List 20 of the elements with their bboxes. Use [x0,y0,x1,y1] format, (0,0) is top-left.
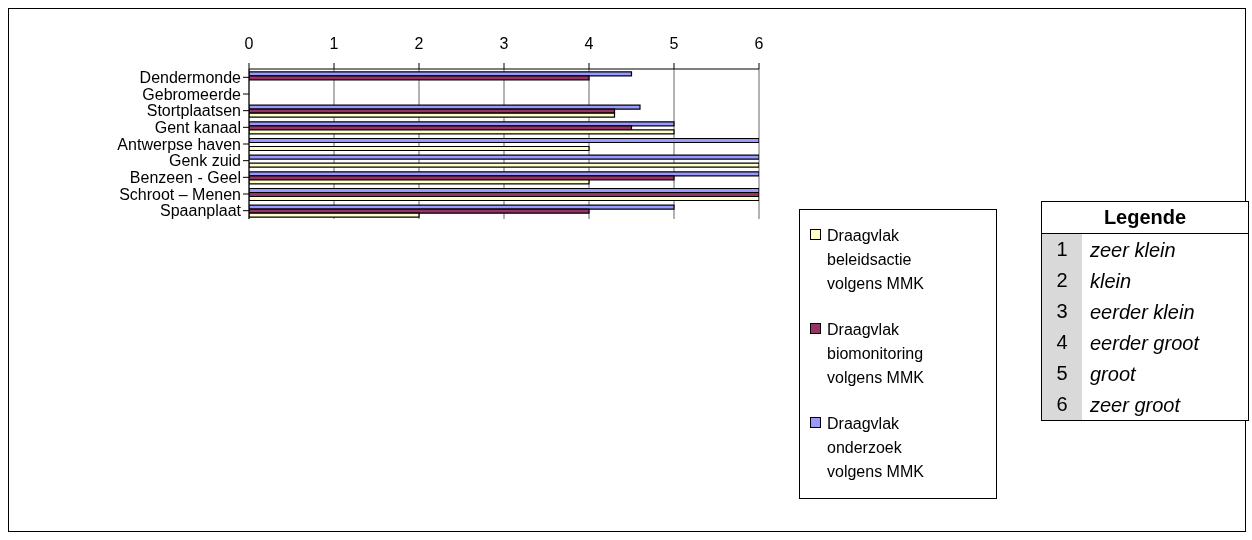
y-tick-label: Gent kanaal [154,119,241,137]
y-tick-label: Antwerpse haven [117,135,241,153]
x-tick-label: 5 [669,35,679,52]
y-tick-label: Stortplaatsen [146,102,241,120]
y-tick-label: Dendermonde [139,69,242,87]
key-table: Legende 1 zeer klein 2 klein 3 eerder klein 4 eerder groot 5 groot 6 zeer groot [1041,201,1249,421]
y-tick-label: Spaanplaat [160,202,242,220]
y-tick-label: Gebromeerde [142,85,242,103]
legend-label: Draagvlak onderzoek volgens MMK [827,414,925,482]
legend-label: Draagvlak biomonitoring volgens MMK [827,320,925,388]
y-tick-label: Genk zuid [168,152,241,170]
legend-label: Draagvlak beleidsactie volgens MMK [827,226,925,294]
x-tick-label: 3 [499,35,509,52]
x-tick-label: 4 [584,35,594,52]
y-tick-label: Schroot – Menen [119,185,241,203]
x-tick-label: 6 [754,35,764,52]
x-tick-label: 0 [244,35,254,52]
x-tick-label: 2 [414,35,424,52]
y-tick-label: Benzeen - Geel [129,169,241,187]
x-tick-label: 1 [329,35,339,52]
